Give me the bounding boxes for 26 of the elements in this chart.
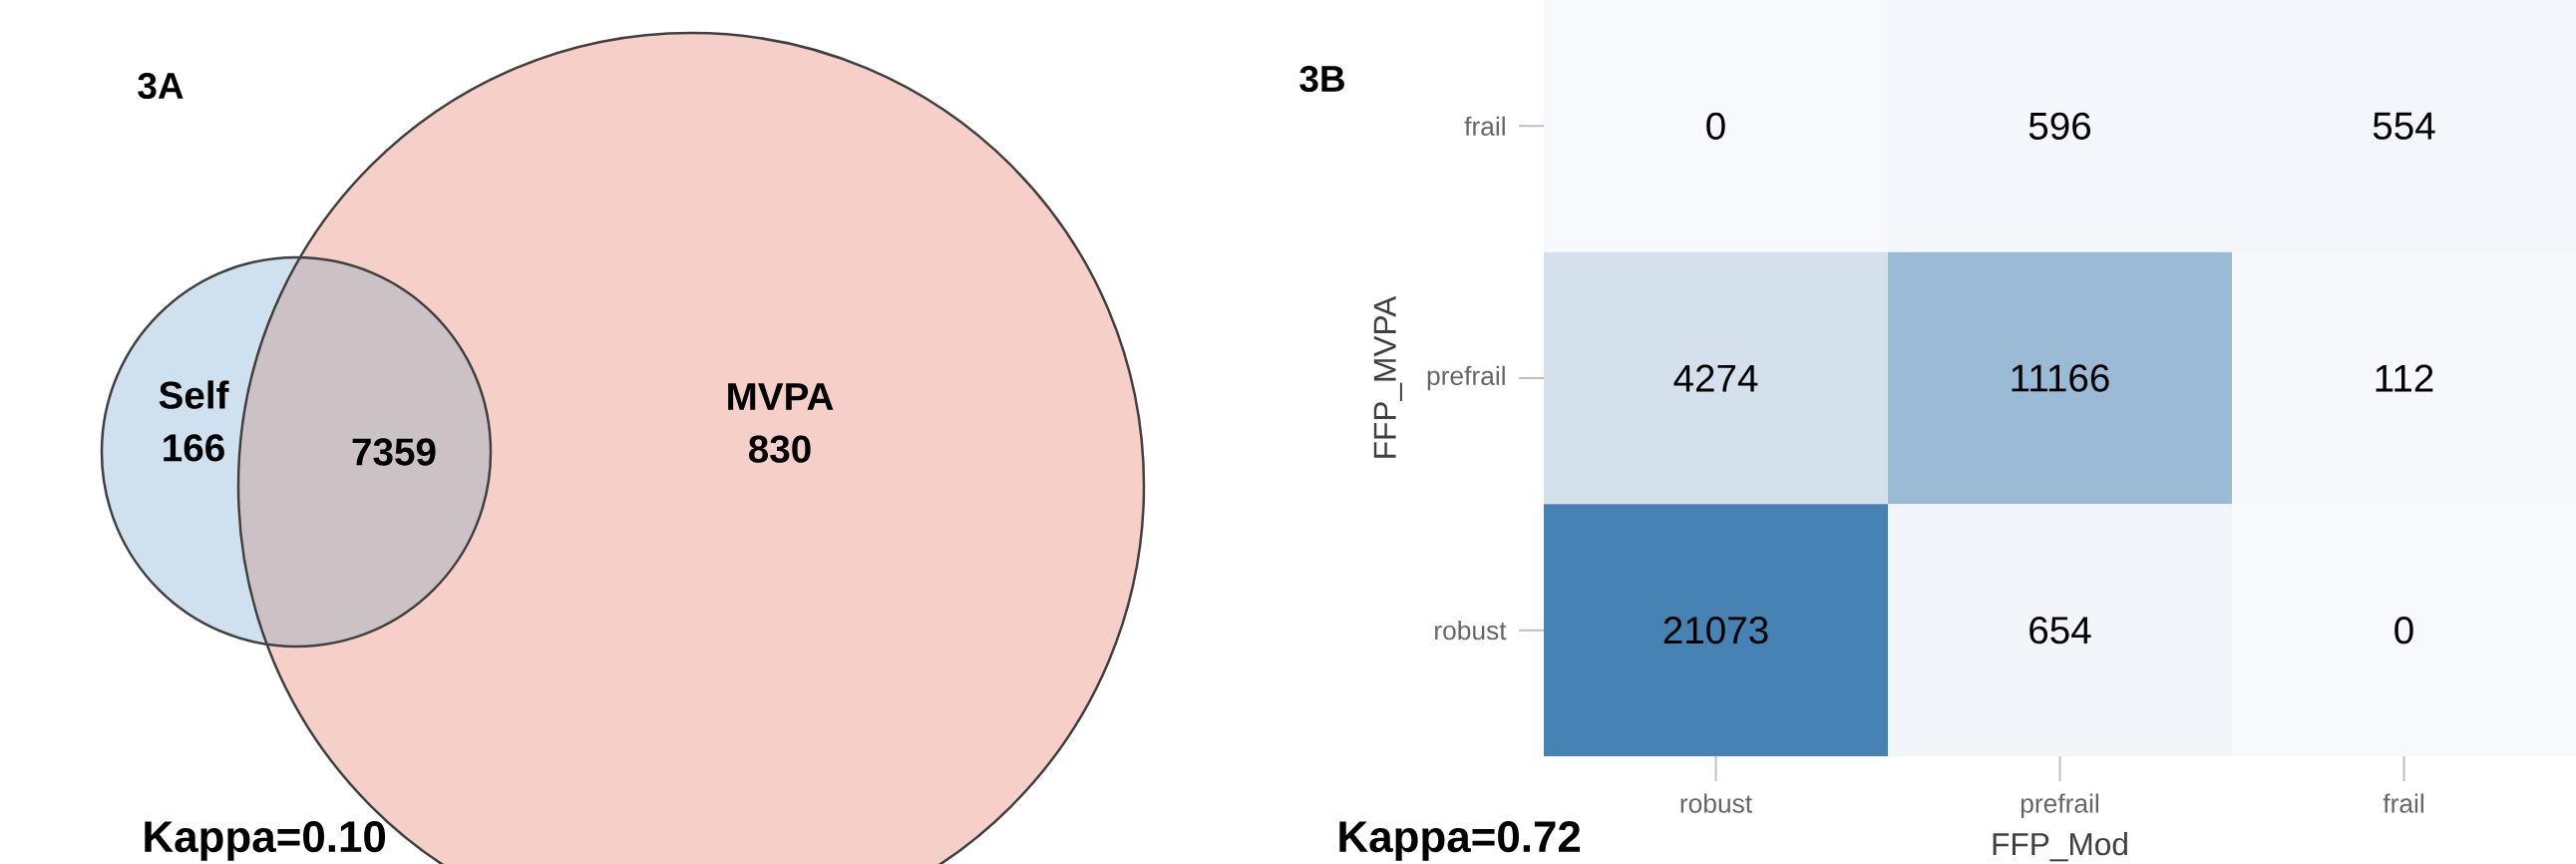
- category-label: MVPA: [728, 383, 834, 410]
- text: Kappa=0.72: [1339, 821, 1581, 861]
- text: 3B: [1299, 65, 1344, 93]
- data-label: 112: [2376, 364, 2433, 392]
- y-tick-label: prefrail: [1427, 365, 1505, 391]
- category-label: Self: [159, 380, 229, 409]
- data-label: 0: [2394, 617, 2413, 645]
- data-label: 830: [748, 435, 811, 463]
- x-tick-label: robust: [1680, 793, 1752, 813]
- x-tick-label: prefrail: [2021, 793, 2098, 818]
- y-tick-label: frail: [1464, 116, 1505, 137]
- data-label: 4274: [1673, 364, 1758, 392]
- data-label: 654: [2029, 617, 2091, 645]
- text: 7359: [352, 438, 436, 466]
- y-axis-title: FFP_MVPA: [1373, 295, 1402, 458]
- data-label: 11166: [2012, 364, 2109, 392]
- data-label: 21073: [1663, 617, 1768, 645]
- y-tick-label: robust: [1435, 621, 1507, 641]
- text: Kappa=0.10: [145, 821, 386, 861]
- data-label: 166: [164, 434, 224, 462]
- data-label: 0: [1706, 112, 1725, 141]
- x-axis-title: FFP_Mod: [1993, 832, 2127, 862]
- x-tick-label: frail: [2383, 793, 2423, 813]
- data-label: 596: [2028, 112, 2091, 141]
- data-label: 554: [2373, 112, 2435, 140]
- text: 3A: [138, 72, 184, 100]
